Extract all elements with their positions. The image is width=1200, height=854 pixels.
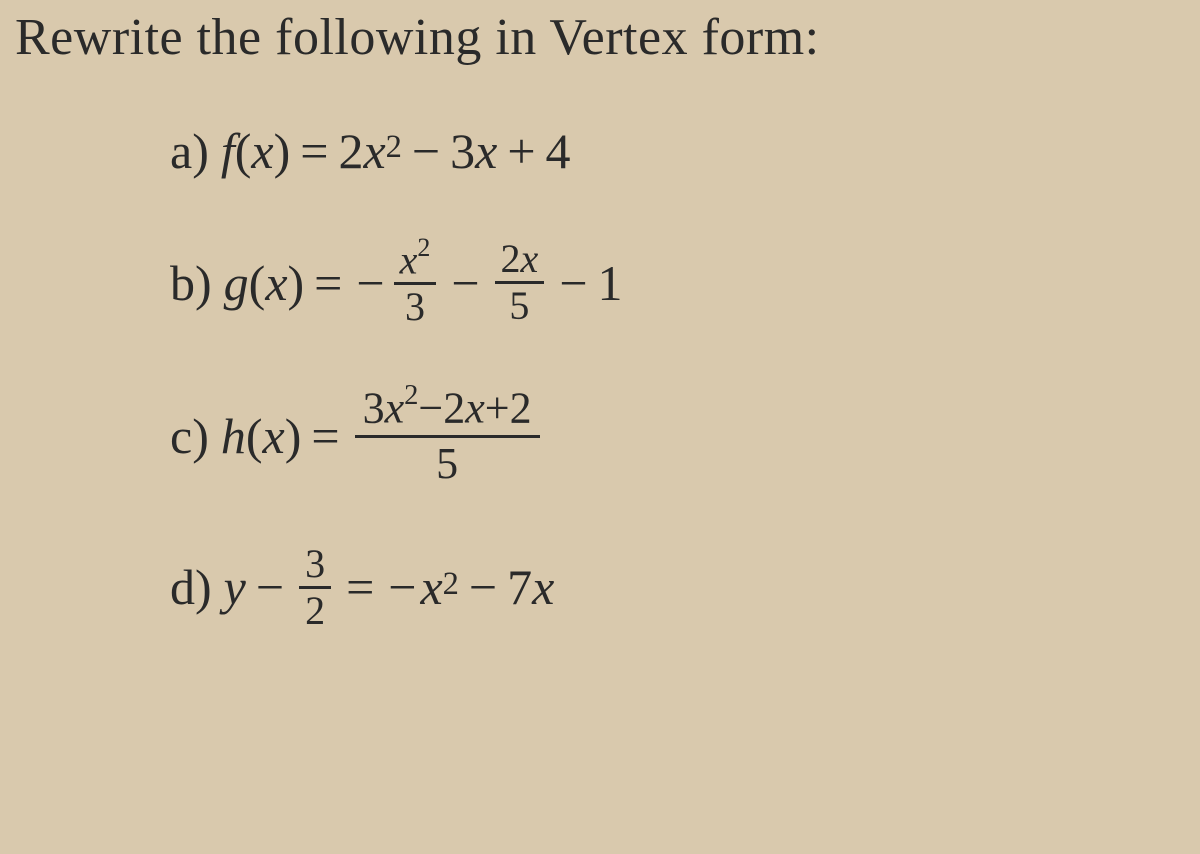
func-arg: x: [251, 122, 273, 180]
const: 4: [546, 122, 571, 180]
var1: x: [385, 384, 405, 433]
label-d: d): [170, 558, 212, 616]
open-paren: (: [246, 407, 263, 465]
label-a: a): [170, 122, 209, 180]
num-var: x: [521, 236, 539, 281]
neg-sign: −: [388, 558, 416, 616]
open-paren: (: [235, 122, 252, 180]
fraction-2: 2x 5: [495, 239, 545, 326]
problem-a: a) f ( x ) = 2 x 2 − 3 x + 4: [170, 122, 1185, 180]
num-exp: 2: [417, 233, 430, 262]
func-arg: x: [263, 407, 285, 465]
equation-a: f ( x ) = 2 x 2 − 3 x + 4: [221, 122, 571, 180]
exponent: 2: [386, 129, 402, 166]
denominator: 5: [428, 438, 466, 486]
close-paren: ): [288, 254, 305, 312]
label-b: b): [170, 254, 212, 312]
func-name: g: [224, 254, 249, 312]
coef-a: 3: [363, 384, 385, 433]
rhs-minus: −: [469, 558, 497, 616]
const: 1: [598, 254, 623, 312]
exp: 2: [404, 380, 418, 411]
equals: =: [311, 407, 339, 465]
problem-d: d) y − 3 2 = − x 2 − 7 x: [170, 544, 1185, 631]
equals: =: [300, 122, 328, 180]
func-name: h: [221, 407, 246, 465]
frac2-den: 5: [503, 284, 535, 326]
equals: =: [346, 558, 374, 616]
numerator: 3x2−2x+2: [355, 385, 540, 438]
lhs-minus: −: [256, 558, 284, 616]
problem-c: c) h ( x ) = 3x2−2x+2 5: [170, 385, 1185, 486]
rhs-var2: x: [532, 558, 554, 616]
lhs-fraction: 3 2: [299, 544, 331, 631]
var-x: x: [363, 122, 385, 180]
func-arg: x: [265, 254, 287, 312]
frac1-den: 3: [399, 285, 431, 327]
coef-b: 2: [443, 384, 465, 433]
page-title: Rewrite the following in Vertex form:: [15, 8, 1185, 67]
fraction: 3x2−2x+2 5: [355, 385, 540, 486]
minus2: −: [559, 254, 587, 312]
rhs-var1: x: [420, 558, 442, 616]
plus: +: [507, 122, 535, 180]
close-paren: ): [274, 122, 291, 180]
num-coef: 2: [501, 236, 521, 281]
open-paren: (: [249, 254, 266, 312]
lhs-frac-num: 3: [299, 544, 331, 589]
rhs-coef: 7: [507, 558, 532, 616]
frac1-num: x2: [394, 238, 437, 285]
problem-list: a) f ( x ) = 2 x 2 − 3 x + 4 b) g ( x ) …: [15, 122, 1185, 631]
var-x2: x: [475, 122, 497, 180]
minus: −: [412, 122, 440, 180]
lhs-var: y: [224, 558, 246, 616]
lhs-frac-den: 2: [299, 589, 331, 631]
neg-sign: −: [356, 254, 384, 312]
equation-d: y − 3 2 = − x 2 − 7 x: [224, 544, 555, 631]
fraction-1: x2 3: [394, 238, 437, 327]
problem-b: b) g ( x ) = − x2 3 − 2x 5 − 1: [170, 238, 1185, 327]
var2: x: [465, 384, 485, 433]
equals: =: [314, 254, 342, 312]
equation-b: g ( x ) = − x2 3 − 2x 5 − 1: [224, 238, 623, 327]
rhs-exp: 2: [443, 566, 459, 603]
const: 2: [510, 384, 532, 433]
coef-a: 2: [338, 122, 363, 180]
coef-b: 3: [450, 122, 475, 180]
func-name: f: [221, 122, 235, 180]
num-var: x: [400, 237, 418, 282]
close-paren: ): [285, 407, 302, 465]
plus: +: [485, 384, 510, 433]
label-c: c): [170, 407, 209, 465]
minus1: −: [451, 254, 479, 312]
frac2-num: 2x: [495, 239, 545, 284]
minus1: −: [418, 384, 443, 433]
equation-c: h ( x ) = 3x2−2x+2 5: [221, 385, 545, 486]
